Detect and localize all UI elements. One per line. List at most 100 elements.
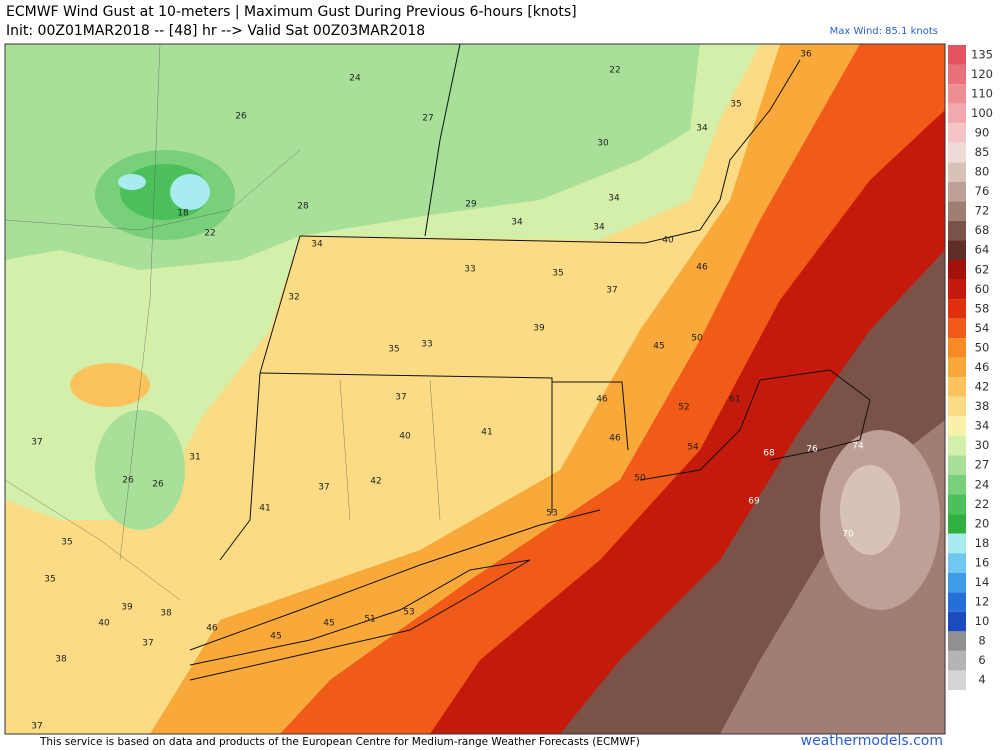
gust-label: 69 bbox=[748, 497, 760, 507]
colorbar-label: 30 bbox=[975, 438, 990, 452]
colorbar-label: 120 bbox=[971, 67, 993, 81]
gust-label: 30 bbox=[597, 139, 609, 149]
gust-label: 22 bbox=[204, 229, 215, 239]
colorbar-cell bbox=[948, 123, 966, 143]
colorbar-cell bbox=[948, 260, 966, 280]
colorbar-label: 20 bbox=[975, 516, 990, 530]
colorbar-label: 64 bbox=[975, 243, 990, 257]
gust-label: 37 bbox=[142, 639, 153, 649]
map-labels: 24 22 36 26 27 35 34 30 18 22 28 29 34 34 34 40 34 33 35 37… bbox=[31, 50, 864, 732]
gust-label: 50 bbox=[634, 474, 646, 484]
colorbar-label: 18 bbox=[975, 536, 990, 550]
colorbar-cell bbox=[948, 357, 966, 378]
footer-note: This service is based on data and produc… bbox=[39, 736, 640, 748]
gust-label: 31 bbox=[189, 453, 200, 463]
colorbar-cell bbox=[948, 142, 966, 163]
title: ECMWF Wind Gust at 10-meters | Maximum G… bbox=[6, 4, 577, 20]
gust-label: 53 bbox=[546, 509, 557, 519]
colorbar-cell bbox=[948, 670, 966, 690]
gust-label: 40 bbox=[662, 236, 674, 246]
max-wind: Max Wind: 85.1 knots bbox=[830, 26, 938, 37]
gust-label: 34 bbox=[696, 124, 708, 134]
colorbar-cell bbox=[948, 377, 966, 397]
gust-label: 32 bbox=[288, 293, 299, 303]
gust-label: 46 bbox=[206, 624, 218, 634]
colorbar-cell bbox=[948, 435, 966, 456]
colorbar-label: 58 bbox=[975, 301, 990, 315]
gust-label: 37 bbox=[318, 483, 329, 493]
gust-label: 45 bbox=[270, 632, 281, 642]
colorbar-cell bbox=[948, 611, 966, 632]
gust-label: 35 bbox=[552, 269, 563, 279]
colorbar-cell bbox=[948, 650, 966, 671]
init-line: Init: 00Z01MAR2018 -- [48] hr --> Valid … bbox=[6, 23, 425, 39]
colorbar-cell bbox=[948, 181, 966, 202]
gust-label: 36 bbox=[800, 50, 812, 60]
colorbar-cell bbox=[948, 533, 966, 554]
colorbar-cell bbox=[948, 553, 966, 573]
gust-label: 70 bbox=[842, 530, 854, 540]
colorbar-cell bbox=[948, 162, 966, 182]
colorbar-label: 34 bbox=[975, 419, 990, 433]
gust-label: 26 bbox=[152, 480, 164, 490]
gust-label: 41 bbox=[481, 428, 492, 438]
colorbar-label: 24 bbox=[975, 477, 990, 491]
gust-label: 40 bbox=[98, 619, 110, 629]
colorbar-label: 54 bbox=[975, 321, 990, 335]
colorbar: 1351201101009085807672686462605854504642… bbox=[948, 45, 993, 690]
gust-label: 51 bbox=[364, 615, 375, 625]
gust-label: 52 bbox=[678, 403, 689, 413]
colorbar-cell bbox=[948, 64, 966, 85]
gust-label: 38 bbox=[160, 609, 172, 619]
brand: weathermodels.com bbox=[801, 733, 943, 749]
gust-label: 46 bbox=[609, 434, 621, 444]
colorbar-cell bbox=[948, 103, 966, 124]
gust-label: 45 bbox=[323, 619, 334, 629]
colorbar-cell bbox=[948, 299, 966, 319]
colorbar-label: 14 bbox=[975, 575, 990, 589]
colorbar-cell bbox=[948, 416, 966, 436]
colorbar-label: 22 bbox=[975, 497, 990, 511]
colorbar-cell bbox=[948, 396, 966, 417]
colorbar-cell bbox=[948, 318, 966, 339]
colorbar-label: 12 bbox=[975, 595, 990, 609]
gust-label: 35 bbox=[388, 345, 399, 355]
colorbar-label: 68 bbox=[975, 223, 990, 237]
gust-label: 68 bbox=[763, 449, 775, 459]
gust-label: 34 bbox=[311, 240, 323, 250]
colorbar-cell bbox=[948, 45, 966, 65]
gust-label: 22 bbox=[609, 66, 620, 76]
colorbar-label: 50 bbox=[975, 340, 990, 354]
colorbar-label: 4 bbox=[978, 673, 985, 687]
gust-label: 40 bbox=[399, 432, 411, 442]
colorbar-label: 10 bbox=[975, 614, 990, 628]
gust-label: 50 bbox=[691, 334, 703, 344]
colorbar-label: 38 bbox=[975, 399, 990, 413]
colorbar-cell bbox=[948, 475, 966, 495]
gust-label: 37 bbox=[31, 722, 42, 732]
gust-label: 35 bbox=[730, 100, 741, 110]
colorbar-label: 6 bbox=[978, 653, 985, 667]
gust-label: 26 bbox=[235, 112, 247, 122]
gust-label: 27 bbox=[422, 114, 433, 124]
colorbar-label: 46 bbox=[975, 360, 990, 374]
gust-label: 76 bbox=[806, 445, 818, 455]
colorbar-label: 62 bbox=[975, 262, 990, 276]
gust-label: 34 bbox=[511, 218, 523, 228]
colorbar-label: 60 bbox=[975, 282, 990, 296]
colorbar-label: 72 bbox=[975, 204, 990, 218]
colorbar-cell bbox=[948, 338, 966, 358]
colorbar-label: 80 bbox=[975, 165, 990, 179]
gust-label: 26 bbox=[122, 476, 134, 486]
gust-label: 42 bbox=[370, 477, 381, 487]
gust-label: 24 bbox=[349, 74, 361, 84]
colorbar-label: 100 bbox=[971, 106, 993, 120]
colorbar-label: 76 bbox=[975, 184, 990, 198]
colorbar-cell bbox=[948, 631, 966, 651]
colorbar-label: 85 bbox=[975, 145, 990, 159]
gust-label: 54 bbox=[687, 443, 699, 453]
gust-label: 37 bbox=[395, 393, 406, 403]
colorbar-label: 42 bbox=[975, 380, 990, 394]
gust-label: 39 bbox=[533, 324, 545, 334]
